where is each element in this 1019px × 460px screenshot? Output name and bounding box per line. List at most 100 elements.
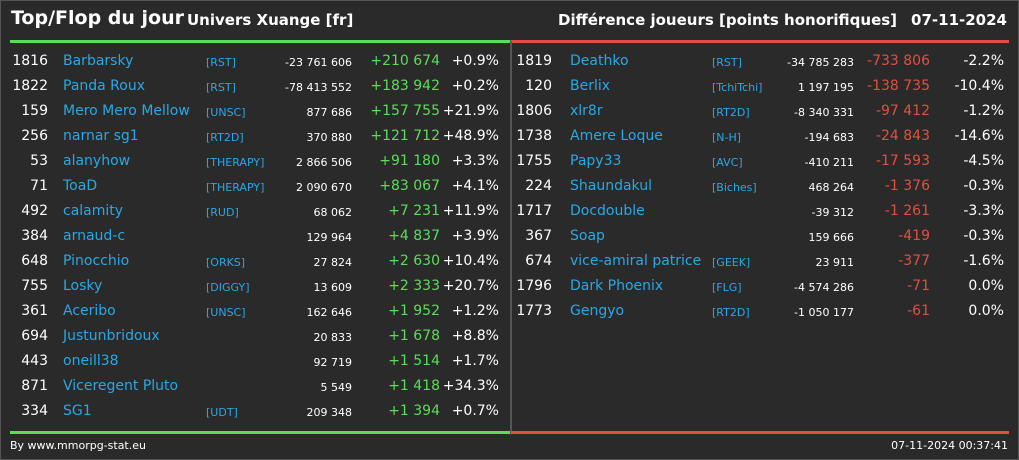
- player-name-link[interactable]: Aceribo: [63, 303, 116, 319]
- guild-tag-link[interactable]: [UNSC]: [206, 306, 246, 319]
- player-name-link[interactable]: Panda Roux: [63, 78, 146, 94]
- page-title: Top/Flop du jour: [11, 7, 184, 29]
- points-difference: -1 261: [884, 203, 930, 219]
- guild-tag-link[interactable]: [Biches]: [712, 181, 757, 194]
- percent-change: +3.9%: [451, 228, 499, 244]
- player-name-link[interactable]: Shaundakul: [570, 178, 652, 194]
- player-rank: 256: [21, 128, 48, 144]
- player-name-link[interactable]: vice-amiral patrice: [570, 253, 702, 269]
- total-points: -8 340 331: [794, 106, 854, 119]
- player-name-link[interactable]: Gengyo: [570, 303, 625, 319]
- total-points: 877 686: [306, 106, 353, 119]
- player-name-link[interactable]: Papy33: [570, 153, 622, 169]
- player-name-link[interactable]: Soap: [570, 228, 605, 244]
- top-gainer-row: 648 Pinocchio [ORKS] 27 824 +2 630 +10.4%: [10, 249, 510, 274]
- guild-tag-link[interactable]: [UDT]: [206, 406, 238, 419]
- total-points: 370 880: [306, 131, 353, 144]
- percent-change: +48.9%: [442, 128, 499, 144]
- top-gainer-row: 384 arnaud-c 129 964 +4 837 +3.9%: [10, 224, 510, 249]
- points-difference: +1 394: [388, 403, 440, 419]
- points-difference: -71: [907, 278, 930, 294]
- percent-change: -4.5%: [963, 153, 1004, 169]
- total-points: 68 062: [313, 206, 353, 219]
- percent-change: +34.3%: [442, 378, 499, 394]
- guild-tag-link[interactable]: [TchiTchi]: [712, 81, 763, 94]
- top-gainer-row: 492 calamity [RUD] 68 062 +7 231 +11.9%: [10, 199, 510, 224]
- player-name-link[interactable]: Barbarsky: [63, 53, 134, 69]
- total-points: 27 824: [313, 256, 353, 269]
- total-points: -23 761 606: [285, 56, 352, 69]
- player-name-link[interactable]: oneill38: [63, 353, 119, 369]
- points-difference: +210 674: [370, 53, 440, 69]
- player-name-link[interactable]: alanyhow: [63, 153, 131, 169]
- player-name-link[interactable]: SG1: [63, 403, 92, 419]
- points-difference: -377: [898, 253, 930, 269]
- player-name-link[interactable]: Berlix: [570, 78, 611, 94]
- top-gainer-row: 361 Aceribo [UNSC] 162 646 +1 952 +1.2%: [10, 299, 510, 324]
- guild-tag-link[interactable]: [RT2D]: [712, 106, 750, 119]
- player-name-link[interactable]: Amere Loque: [570, 128, 663, 144]
- player-name-link[interactable]: Dark Phoenix: [570, 278, 664, 294]
- player-name-link[interactable]: xlr8r: [570, 103, 603, 119]
- total-points: 2 866 506: [296, 156, 352, 169]
- top-loser-row: 1806 xlr8r [RT2D] -8 340 331 -97 412 -1.2%: [512, 99, 1009, 124]
- top-gainer-row: 694 Justunbridoux 20 833 +1 678 +8.8%: [10, 324, 510, 349]
- player-name-link[interactable]: Justunbridoux: [63, 328, 160, 344]
- points-difference: +4 837: [388, 228, 440, 244]
- player-name-link[interactable]: Pinocchio: [63, 253, 130, 269]
- guild-tag-link[interactable]: [AVC]: [712, 156, 743, 169]
- top-loser-row: 1717 Docdouble -39 312 -1 261 -3.3%: [512, 199, 1009, 224]
- top-losers-panel: 1819 Deathko [RST] -34 785 283 -733 806 -2.2%…: [511, 40, 1009, 432]
- total-points: -194 683: [804, 131, 854, 144]
- guild-tag-link[interactable]: [THERAPY]: [206, 181, 265, 194]
- player-name-link[interactable]: narnar sg1: [63, 128, 139, 144]
- percent-change: +21.9%: [442, 103, 499, 119]
- top-loser-row: 1755 Papy33 [AVC] -410 211 -17 593 -4.5%: [512, 149, 1009, 174]
- guild-tag-link[interactable]: [N-H]: [712, 131, 742, 144]
- footer-timestamp: 07-11-2024 00:37:41: [891, 439, 1008, 452]
- guild-tag-link[interactable]: [DIGGY]: [206, 281, 250, 294]
- player-name-link[interactable]: Deathko: [570, 53, 629, 69]
- top-loser-row: 224 Shaundakul [Biches] 468 264 -1 376 -0.3%: [512, 174, 1009, 199]
- player-name-link[interactable]: Docdouble: [570, 203, 645, 219]
- guild-tag-link[interactable]: [RST]: [206, 56, 236, 69]
- guild-tag-link[interactable]: [RST]: [206, 81, 236, 94]
- percent-change: +1.2%: [451, 303, 499, 319]
- guild-tag-link[interactable]: [FLG]: [712, 281, 742, 294]
- player-name-link[interactable]: arnaud-c: [63, 228, 126, 244]
- percent-change: -14.6%: [954, 128, 1004, 144]
- total-points: 92 719: [313, 356, 353, 369]
- guild-tag-link[interactable]: [RST]: [712, 56, 742, 69]
- player-rank: 674: [525, 253, 552, 269]
- player-rank: 694: [21, 328, 48, 344]
- player-name-link[interactable]: Viceregent Pluto: [63, 378, 179, 394]
- player-rank: 648: [21, 253, 48, 269]
- guild-tag-link[interactable]: [RUD]: [206, 206, 239, 219]
- top-loser-row: 674 vice-amiral patrice [GEEK] 23 911 -377 -1…: [512, 249, 1009, 274]
- guild-tag-link[interactable]: [THERAPY]: [206, 156, 265, 169]
- total-points: 2 090 670: [296, 181, 352, 194]
- total-points: 20 833: [313, 331, 353, 344]
- guild-tag-link[interactable]: [RT2D]: [206, 131, 244, 144]
- guild-tag-link[interactable]: [RT2D]: [712, 306, 750, 319]
- top-gainer-row: 1816 Barbarsky [RST] -23 761 606 +210 674 +0.…: [10, 49, 510, 74]
- player-rank: 1819: [516, 53, 552, 69]
- player-name-link[interactable]: Losky: [63, 278, 103, 294]
- total-points: 162 646: [306, 306, 353, 319]
- player-rank: 159: [21, 103, 48, 119]
- percent-change: +0.2%: [451, 78, 499, 94]
- guild-tag-link[interactable]: [ORKS]: [206, 256, 246, 269]
- player-name-link[interactable]: calamity: [63, 203, 124, 219]
- percent-change: -0.3%: [963, 178, 1004, 194]
- total-points: 1 197 195: [798, 81, 854, 94]
- player-name-link[interactable]: ToaD: [63, 178, 98, 194]
- percent-change: +3.3%: [451, 153, 499, 169]
- player-name-link[interactable]: Mero Mero Mellow: [63, 103, 190, 119]
- points-difference: +2 333: [388, 278, 440, 294]
- guild-tag-link[interactable]: [UNSC]: [206, 106, 246, 119]
- guild-tag-link[interactable]: [GEEK]: [712, 256, 751, 269]
- total-points: 13 609: [313, 281, 353, 294]
- total-points: 23 911: [815, 256, 855, 269]
- points-difference: +1 678: [388, 328, 440, 344]
- player-rank: 53: [30, 153, 48, 169]
